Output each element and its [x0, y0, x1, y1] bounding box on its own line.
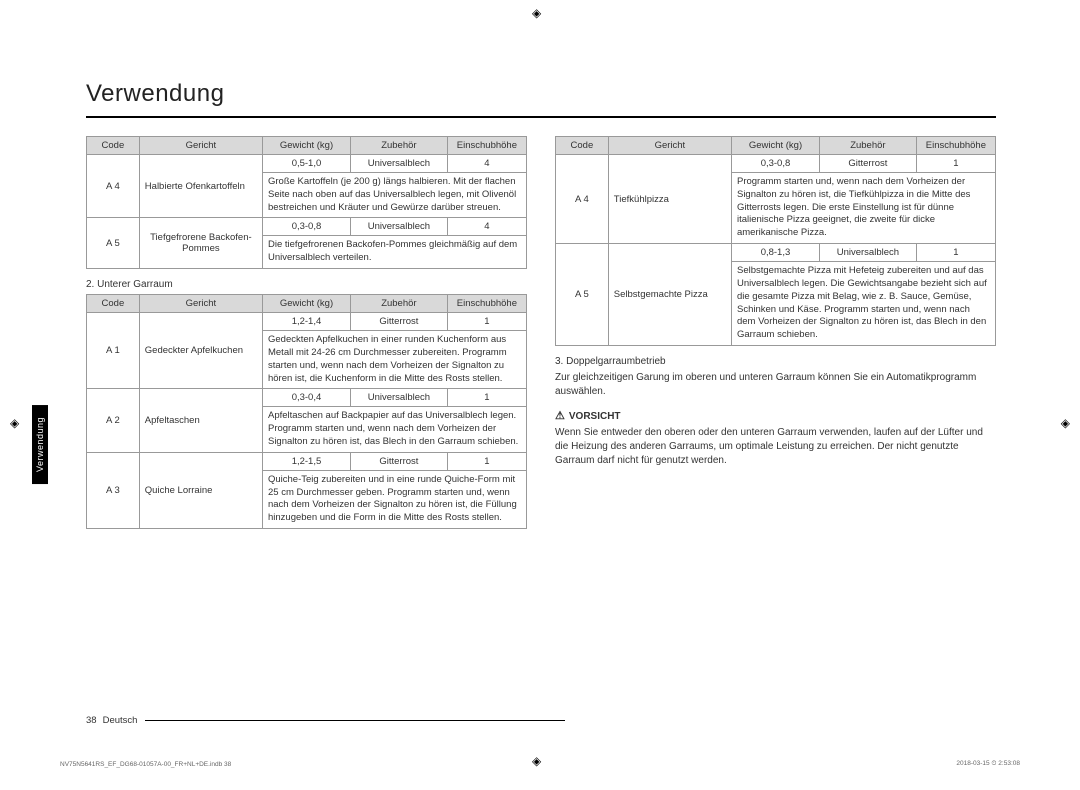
- cell-code: A 3: [87, 452, 140, 528]
- th-level: Einschubhöhe: [916, 137, 995, 155]
- th-code: Code: [87, 295, 140, 313]
- cell-weight: 0,3-0,8: [262, 218, 350, 236]
- th-level: Einschubhöhe: [447, 295, 526, 313]
- section-3-text: Zur gleichzeitigen Garung im oberen und …: [555, 371, 996, 399]
- th-level: Einschubhöhe: [447, 137, 526, 155]
- cell-desc: Programm starten und, wenn nach dem Vorh…: [731, 173, 995, 244]
- print-footer-right: 2018-03-15 ⏲ 2:53:08: [956, 760, 1020, 768]
- page-content: Verwendung Code Gericht Gewicht (kg) Zub…: [86, 80, 996, 529]
- cell-lvl: 1: [916, 155, 995, 173]
- cell-acc: Gitterrost: [350, 313, 447, 331]
- th-accessory: Zubehör: [819, 137, 916, 155]
- cell-weight: 1,2-1,4: [262, 313, 350, 331]
- cell-weight: 0,3-0,8: [731, 155, 819, 173]
- cell-lvl: 1: [447, 389, 526, 407]
- cell-desc: Apfeltaschen auf Backpapier auf das Univ…: [262, 407, 526, 452]
- th-weight: Gewicht (kg): [262, 295, 350, 313]
- table-1: Code Gericht Gewicht (kg) Zubehör Einsch…: [86, 136, 527, 269]
- cell-lvl: 1: [447, 452, 526, 470]
- reg-mark-top: ◈: [532, 6, 541, 20]
- section-3-label: 3. Doppelgarraumbetrieb: [555, 356, 996, 367]
- cell-acc: Gitterrost: [819, 155, 916, 173]
- cell-desc: Selbstgemachte Pizza mit Hefeteig zubere…: [731, 262, 995, 346]
- cell-weight: 0,5-1,0: [262, 155, 350, 173]
- cell-code: A 1: [87, 313, 140, 389]
- table-2: Code Gericht Gewicht (kg) Zubehör Einsch…: [86, 294, 527, 529]
- th-dish: Gericht: [608, 137, 731, 155]
- reg-mark-bottom: ◈: [532, 754, 541, 768]
- page-number: 38: [86, 715, 97, 726]
- section-2-label: 2. Unterer Garraum: [86, 279, 527, 290]
- table-3: Code Gericht Gewicht (kg) Zubehör Einsch…: [555, 136, 996, 346]
- cell-desc: Die tiefgefrorenen Backofen-Pommes gleic…: [262, 236, 526, 269]
- cell-weight: 1,2-1,5: [262, 452, 350, 470]
- cell-desc: Quiche-Teig zubereiten und in eine runde…: [262, 470, 526, 528]
- cell-desc: Große Kartoffeln (je 200 g) längs halbie…: [262, 173, 526, 218]
- cell-lvl: 1: [916, 244, 995, 262]
- cell-lvl: 1: [447, 313, 526, 331]
- th-accessory: Zubehör: [350, 295, 447, 313]
- cell-lvl: 4: [447, 218, 526, 236]
- cell-code: A 5: [556, 244, 609, 346]
- side-tab: Verwendung: [32, 405, 48, 484]
- th-dish: Gericht: [139, 137, 262, 155]
- cell-dish: Quiche Lorraine: [139, 452, 262, 528]
- cell-acc: Gitterrost: [350, 452, 447, 470]
- warning-text: Wenn Sie entweder den oberen oder den un…: [555, 426, 996, 468]
- cell-dish: Tiefkühlpizza: [608, 155, 731, 244]
- th-weight: Gewicht (kg): [731, 137, 819, 155]
- th-accessory: Zubehör: [350, 137, 447, 155]
- footer-rule: [145, 720, 565, 721]
- print-footer-left: NV75N5641RS_EF_DG68-01057A-00_FR+NL+DE.i…: [60, 761, 231, 768]
- cell-acc: Universalblech: [350, 155, 447, 173]
- reg-mark-left: ◈: [10, 416, 19, 430]
- th-weight: Gewicht (kg): [262, 137, 350, 155]
- cell-lvl: 4: [447, 155, 526, 173]
- warning-heading: VORSICHT: [555, 409, 996, 422]
- cell-acc: Universalblech: [350, 389, 447, 407]
- cell-acc: Universalblech: [350, 218, 447, 236]
- cell-weight: 0,8-1,3: [731, 244, 819, 262]
- cell-acc: Universalblech: [819, 244, 916, 262]
- cell-code: A 4: [556, 155, 609, 244]
- th-dish: Gericht: [139, 295, 262, 313]
- th-code: Code: [87, 137, 140, 155]
- cell-code: A 4: [87, 155, 140, 218]
- th-code: Code: [556, 137, 609, 155]
- page-footer: 38 Deutsch: [86, 715, 565, 726]
- left-column: Code Gericht Gewicht (kg) Zubehör Einsch…: [86, 136, 527, 529]
- right-column: Code Gericht Gewicht (kg) Zubehör Einsch…: [555, 136, 996, 529]
- cell-dish: Apfeltaschen: [139, 389, 262, 452]
- cell-code: A 2: [87, 389, 140, 452]
- cell-weight: 0,3-0,4: [262, 389, 350, 407]
- cell-desc: Gedeckten Apfelkuchen in einer runden Ku…: [262, 331, 526, 389]
- page-title: Verwendung: [86, 80, 996, 118]
- cell-code: A 5: [87, 218, 140, 269]
- cell-dish: Halbierte Ofenkartoffeln: [139, 155, 262, 218]
- reg-mark-right: ◈: [1061, 416, 1070, 430]
- cell-dish: Selbstgemachte Pizza: [608, 244, 731, 346]
- cell-dish: Tiefgefrorene Backofen-Pommes: [139, 218, 262, 269]
- cell-dish: Gedeckter Apfelkuchen: [139, 313, 262, 389]
- page-lang: Deutsch: [103, 715, 138, 726]
